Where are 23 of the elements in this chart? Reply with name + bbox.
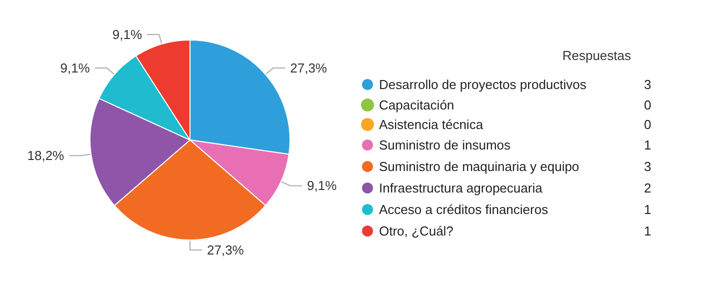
text: 2 [644, 180, 652, 196]
text: 0 [644, 98, 652, 112]
data-label: 9,1% [307, 178, 338, 194]
text: 3 [644, 77, 652, 92]
legend-label: Desarrollo de proyectos productivos [379, 77, 587, 92]
data-label: 9,1% [112, 26, 142, 42]
text: 1 [644, 138, 652, 152]
text: 0 [644, 117, 652, 132]
text: 3 [644, 159, 652, 174]
data-label: 18,2% [27, 148, 65, 164]
legend-label: Otro, ¿Cuál? [379, 224, 454, 238]
legend-label: Infraestructura agropecuaria [379, 180, 544, 196]
legend-label: Capacitación [379, 98, 454, 112]
data-label: 9,1% [60, 60, 90, 76]
text: 1 [644, 202, 652, 217]
legend-label: Asistencia técnica [379, 117, 484, 132]
data-label: 27,3% [290, 60, 328, 76]
legend-label: Acceso a créditos financieros [379, 202, 549, 217]
text: 1 [644, 224, 652, 238]
legend-title: Respuestas [562, 48, 632, 63]
legend-label: Suministro de insumos [379, 138, 511, 152]
data-label: 27,3% [207, 242, 244, 258]
legend-label: Suministro de maquinaria y equipo [379, 159, 580, 174]
